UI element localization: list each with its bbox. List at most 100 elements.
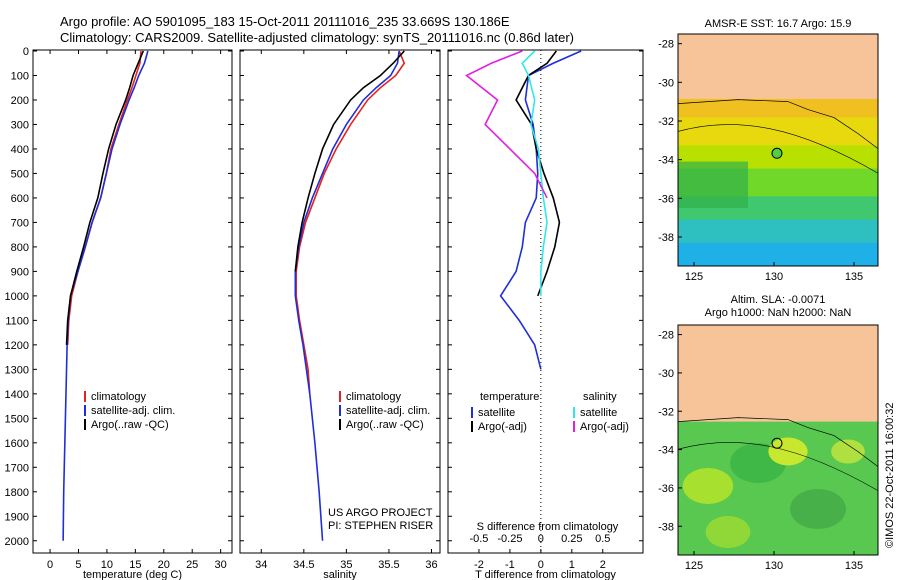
legend-entry: Argo(..raw -QC) bbox=[91, 419, 169, 431]
map2-subtitle: Argo h1000: NaN h2000: NaN bbox=[705, 307, 852, 319]
x-tick-label: 35 bbox=[340, 559, 352, 571]
series-line-climatology bbox=[66, 50, 142, 345]
legend-entry: climatology bbox=[91, 391, 147, 403]
x-tick-label: 130 bbox=[765, 560, 783, 572]
map-frame bbox=[677, 324, 879, 556]
legend-header-temperature: temperature bbox=[480, 391, 539, 403]
sst-patch bbox=[678, 161, 748, 208]
series-line-satellite-adj-clim- bbox=[62, 50, 149, 541]
sla-anomaly bbox=[705, 516, 751, 548]
legend-entry: satellite-adj. clim. bbox=[91, 405, 175, 417]
panel-1-frame bbox=[32, 49, 233, 554]
y-tick-label: 2000 bbox=[5, 536, 29, 548]
x-tick-label: 5 bbox=[75, 559, 81, 571]
y-tick-label: 1500 bbox=[5, 413, 29, 425]
x-tick-label: -1 bbox=[505, 559, 515, 571]
series-line-argo-raw-qc- bbox=[65, 50, 145, 345]
y-tick-label: -32 bbox=[658, 406, 674, 418]
series-line-climatology bbox=[295, 50, 406, 394]
legend-entry: Argo(-adj) bbox=[580, 421, 629, 433]
y-tick-label: -30 bbox=[658, 368, 674, 380]
y-tick-label: -34 bbox=[658, 155, 674, 167]
y-tick-label: 1000 bbox=[5, 291, 29, 303]
x-tick-label: 30 bbox=[215, 559, 227, 571]
legend-entry: Argo(-adj) bbox=[478, 421, 527, 433]
x-tick-label: 125 bbox=[685, 560, 703, 572]
y-tick-label: 1100 bbox=[5, 315, 29, 327]
diff-series-salinity-3 bbox=[465, 50, 548, 199]
y-tick-label: 1300 bbox=[5, 364, 29, 376]
annotation-text: US ARGO PROJECT bbox=[328, 507, 433, 519]
argo-float-marker bbox=[771, 147, 783, 159]
x-tick-label: 0 bbox=[538, 559, 544, 571]
x-tick-label: 1 bbox=[569, 559, 575, 571]
coastline bbox=[677, 99, 879, 149]
s-tick-label: 0 bbox=[538, 533, 544, 545]
s-axis-label: S difference from climatology bbox=[477, 521, 619, 533]
contour-line bbox=[677, 124, 879, 174]
x-tick-label: 135 bbox=[845, 271, 863, 283]
panel-3-frame bbox=[447, 49, 644, 554]
sst-band bbox=[678, 242, 878, 266]
sla-anomaly bbox=[790, 489, 846, 529]
x-tick-label: 135 bbox=[845, 560, 863, 572]
legend-entry: Argo(..raw -QC) bbox=[346, 419, 424, 431]
y-tick-label: -38 bbox=[658, 232, 674, 244]
chart-title-line2: Climatology: CARS2009. Satellite-adjuste… bbox=[60, 30, 575, 45]
y-tick-label: 800 bbox=[11, 242, 29, 254]
map-panel-3 bbox=[677, 33, 879, 267]
x-tick-label: 25 bbox=[186, 559, 198, 571]
y-tick-label: -30 bbox=[658, 77, 674, 89]
series-line-satellite-adj-clim- bbox=[294, 50, 400, 541]
y-tick-label: 1200 bbox=[5, 340, 29, 352]
y-tick-label: 200 bbox=[11, 95, 29, 107]
y-tick-label: 1400 bbox=[5, 389, 29, 401]
sla-anomaly bbox=[831, 439, 865, 464]
diff-series-temperature-0 bbox=[499, 50, 582, 370]
y-tick-label: 1700 bbox=[5, 462, 29, 474]
x-tick-label: 36 bbox=[425, 559, 437, 571]
x-tick-label: 15 bbox=[129, 559, 141, 571]
x-tick-label: 35.5 bbox=[378, 559, 399, 571]
x-tick-label: 2 bbox=[600, 559, 606, 571]
x-tick-label: 20 bbox=[158, 559, 170, 571]
series-line-argo-raw-qc- bbox=[294, 50, 405, 272]
map2-title: Altim. SLA: -0.0071 bbox=[731, 294, 826, 306]
x-tick-label: 125 bbox=[685, 271, 703, 283]
contour-line bbox=[677, 442, 879, 491]
sla-anomaly bbox=[768, 437, 808, 466]
s-tick-label: 0.25 bbox=[561, 533, 582, 545]
map1-title: AMSR-E SST: 16.7 Argo: 15.9 bbox=[705, 18, 852, 30]
coastline bbox=[677, 417, 879, 467]
y-tick-label: 1600 bbox=[5, 438, 29, 450]
y-tick-label: 1800 bbox=[5, 487, 29, 499]
legend-entry: satellite-adj. clim. bbox=[346, 405, 430, 417]
panel-2-frame bbox=[239, 49, 441, 554]
x-axis-label: T difference from climatology bbox=[475, 569, 616, 580]
map-panel-4 bbox=[677, 324, 879, 556]
y-tick-label: -32 bbox=[658, 116, 674, 128]
y-tick-label: 600 bbox=[11, 193, 29, 205]
x-tick-label: 10 bbox=[101, 559, 113, 571]
s-tick-label: -0.5 bbox=[469, 533, 488, 545]
diff-series-salinity-2 bbox=[521, 50, 548, 296]
map-frame bbox=[677, 33, 879, 267]
credit-label: ©IMOS 22-Oct-2011 16:00:32 bbox=[884, 402, 896, 548]
chart-title-line1: Argo profile: AO 5901095_183 15-Oct-2011… bbox=[60, 14, 510, 29]
y-tick-label: -34 bbox=[658, 445, 674, 457]
y-tick-label: -36 bbox=[658, 193, 674, 205]
x-tick-label: 130 bbox=[765, 271, 783, 283]
s-tick-label: 0.5 bbox=[595, 533, 610, 545]
s-tick-label: -0.25 bbox=[497, 533, 522, 545]
legend-entry: satellite bbox=[478, 407, 515, 419]
y-tick-label: 0 bbox=[23, 46, 29, 58]
argo-float-marker bbox=[771, 437, 783, 449]
x-axis-label: temperature (deg C) bbox=[83, 569, 182, 580]
y-tick-label: -28 bbox=[658, 330, 674, 342]
y-tick-label: -38 bbox=[658, 521, 674, 533]
legend-entry: climatology bbox=[346, 391, 402, 403]
y-tick-label: 100 bbox=[11, 70, 29, 82]
annotation-text: PI: STEPHEN RISER bbox=[328, 520, 433, 532]
y-tick-label: 400 bbox=[11, 144, 29, 156]
